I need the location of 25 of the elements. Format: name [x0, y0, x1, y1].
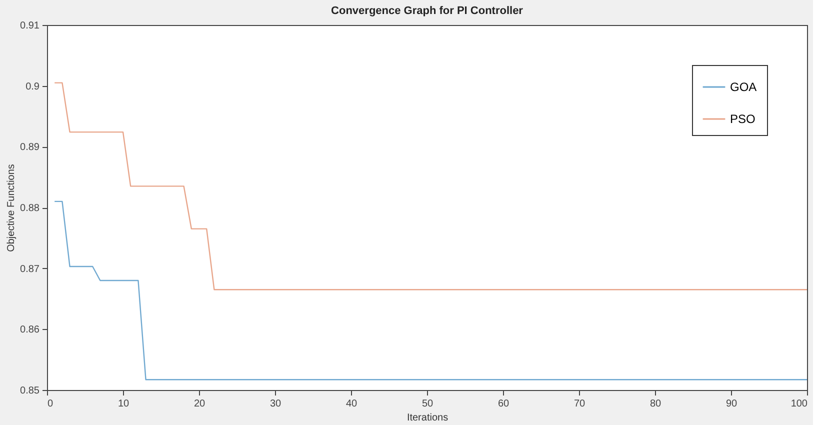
legend-label: GOA	[730, 80, 757, 94]
line-series	[54, 200, 808, 380]
x-tick-label: 30	[270, 398, 282, 410]
y-tick-label: 0.91	[20, 20, 40, 32]
legend-label: PSO	[730, 112, 756, 126]
x-tick-label: 40	[346, 398, 358, 410]
x-tick-label: 0	[48, 398, 54, 410]
x-tick-label: 20	[194, 398, 206, 410]
y-tick-label: 0.9	[26, 81, 40, 92]
line-series	[54, 82, 808, 290]
x-tick-label: 80	[650, 398, 662, 410]
x-tick-label: 10	[118, 398, 130, 410]
chart-title: Convergence Graph for PI Controller	[331, 5, 524, 17]
x-axis-title: Iterations	[406, 412, 448, 424]
y-tick-label: 0.85	[20, 386, 40, 396]
x-tick-label: 60	[498, 398, 510, 410]
y-tick-label: 0.89	[20, 142, 40, 154]
y-tick-label: 0.87	[20, 264, 40, 275]
x-tick-label: 70	[574, 398, 586, 410]
x-tick-label: 100	[790, 398, 808, 410]
y-axis-title: Objective Functions	[6, 164, 18, 252]
y-tick-label: 0.88	[20, 203, 40, 214]
x-tick-label: 90	[726, 398, 738, 410]
y-tick-label: 0.86	[20, 324, 40, 336]
x-tick-label: 50	[422, 398, 434, 410]
